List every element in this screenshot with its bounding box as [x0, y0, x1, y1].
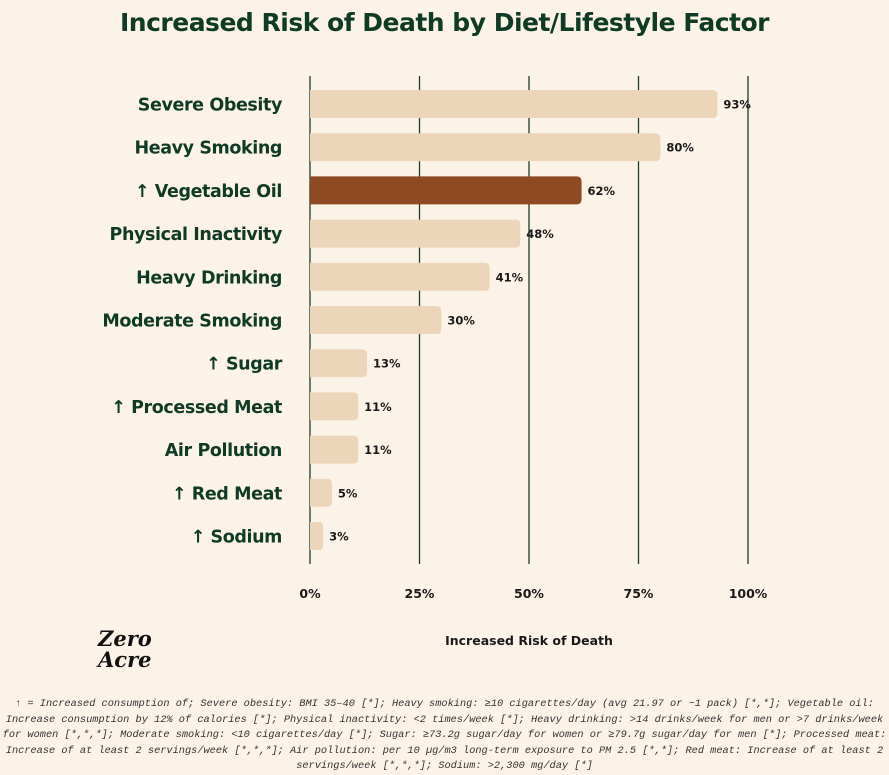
category-label: Air Pollution: [165, 441, 282, 461]
bar: [310, 392, 359, 421]
category-label: ↑ Processed Meat: [111, 398, 282, 418]
category-label: Heavy Smoking: [134, 139, 282, 159]
x-tick-label: 0%: [299, 586, 321, 601]
category-label: Severe Obesity: [138, 96, 283, 116]
data-label: 80%: [666, 141, 694, 155]
data-label: 93%: [723, 98, 751, 112]
bar: [310, 306, 442, 334]
zero-acre-logo: Zero Acre: [98, 626, 152, 672]
bar-chart: 0% 25% 50% 75% 100% Severe Obesity 93% Heavy Sm…: [102, 76, 768, 601]
x-tick-label: 50%: [514, 586, 544, 601]
data-label: 41%: [496, 270, 524, 284]
bar: [310, 90, 718, 118]
category-label: Heavy Drinking: [136, 268, 282, 288]
data-label: 3%: [329, 530, 349, 544]
bar: [310, 478, 332, 507]
data-label: 30%: [447, 314, 475, 328]
category-label: ↑ Sodium: [191, 528, 282, 548]
chart-title: Increased Risk of Death by Diet/Lifestyl…: [119, 8, 770, 37]
data-label: 62%: [588, 184, 616, 198]
bar: [310, 522, 324, 550]
data-label: 48%: [526, 227, 554, 241]
data-label: 11%: [364, 443, 392, 457]
footnote: ↑ = Increased consumption of; Severe obe…: [2, 698, 887, 772]
bar: [310, 133, 661, 162]
x-tick-label: 100%: [729, 586, 768, 601]
data-label: 5%: [338, 486, 358, 500]
bar: [310, 435, 359, 464]
bar: [310, 219, 521, 248]
x-tick-label: 25%: [405, 586, 435, 601]
category-label: ↑ Vegetable Oil: [135, 182, 282, 202]
x-tick-label: 75%: [624, 586, 654, 601]
category-label: ↑ Sugar: [206, 355, 283, 375]
bar: [310, 262, 490, 291]
data-label: 11%: [364, 400, 392, 414]
category-label: Moderate Smoking: [102, 312, 282, 332]
bar: [310, 349, 367, 378]
category-label: ↑ Red Meat: [172, 484, 282, 504]
x-axis-label: Increased Risk of Death: [445, 633, 613, 648]
category-label: Physical Inactivity: [110, 225, 283, 245]
bar: [310, 176, 582, 205]
data-label: 13%: [373, 357, 401, 371]
